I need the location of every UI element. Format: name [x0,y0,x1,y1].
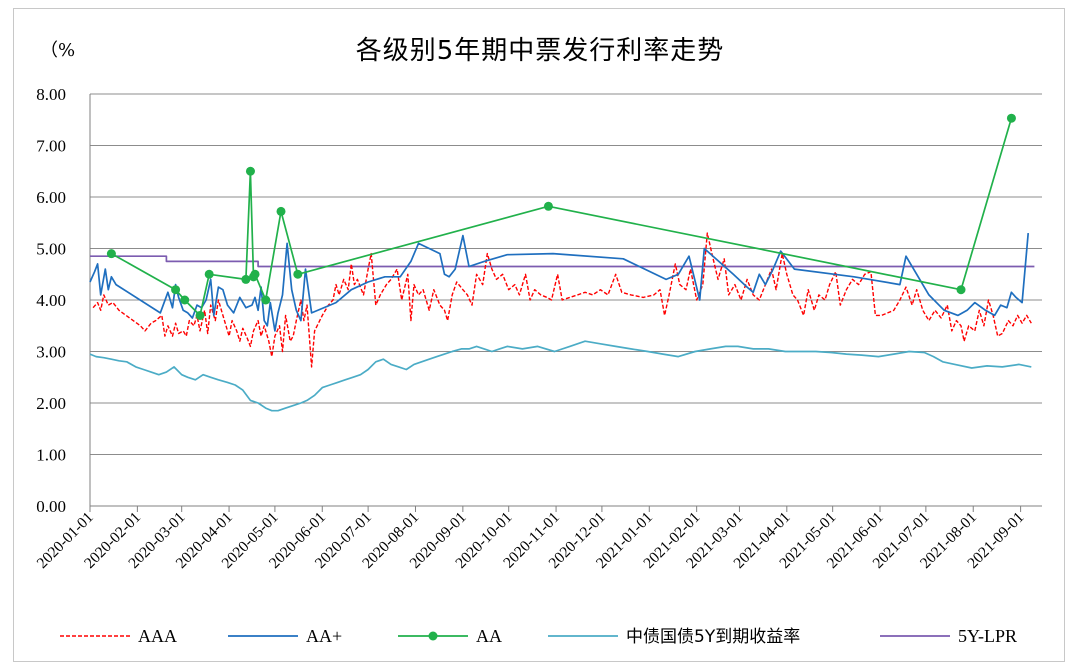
legend-marker [428,631,438,641]
series-marker [204,269,214,279]
series-marker [276,206,286,216]
series-line [110,117,1013,317]
y-tick-label: 6.00 [36,188,66,207]
series-marker [171,285,181,295]
chart-frame [13,8,1065,662]
y-tick-label: 3.00 [36,343,66,362]
y-tick-label: 4.00 [36,291,66,310]
series-lines [89,113,1035,412]
series-line [89,233,1030,332]
legend-label: 中债国债5Y到期收益率 [626,627,800,647]
series-marker [106,249,116,259]
y-tick-label: 0.00 [36,497,66,516]
series-marker [956,285,966,295]
y-tick-label: 1.00 [36,446,66,465]
series-marker [195,310,205,320]
legend-label: 5Y-LPR [958,626,1017,646]
series-line [90,255,1035,268]
series-marker [1006,113,1016,123]
series-marker [261,295,271,305]
legend-label: AAA [138,626,177,646]
legend-label: AA+ [306,626,342,646]
series-marker [293,269,303,279]
series-marker [250,269,260,279]
y-tick-label: 2.00 [36,394,66,413]
series-marker [245,166,255,176]
y-axis-unit-label: （% [40,40,76,61]
x-axis [89,94,1022,512]
series-marker [180,295,190,305]
x-axis-ticks: 2020-01-012020-02-012020-03-012020-04-01… [34,509,1028,572]
series-marker [241,274,251,284]
y-tick-label: 8.00 [36,85,66,104]
gridlines [90,93,1042,507]
chart-title: 各级别5年期中票发行利率走势 [355,36,725,66]
y-tick-label: 5.00 [36,240,66,259]
legend: AAA AA+ AA 中债国债5Y到期收益率 5Y-LPR [60,626,1017,647]
legend-label: AA [476,626,502,646]
y-axis-ticks: 0.00 1.00 2.00 3.00 4.00 5.00 6.00 7.00 8.00 [36,85,66,516]
y-tick-label: 7.00 [36,137,66,156]
series-line [89,340,1032,412]
series-marker [543,201,553,211]
